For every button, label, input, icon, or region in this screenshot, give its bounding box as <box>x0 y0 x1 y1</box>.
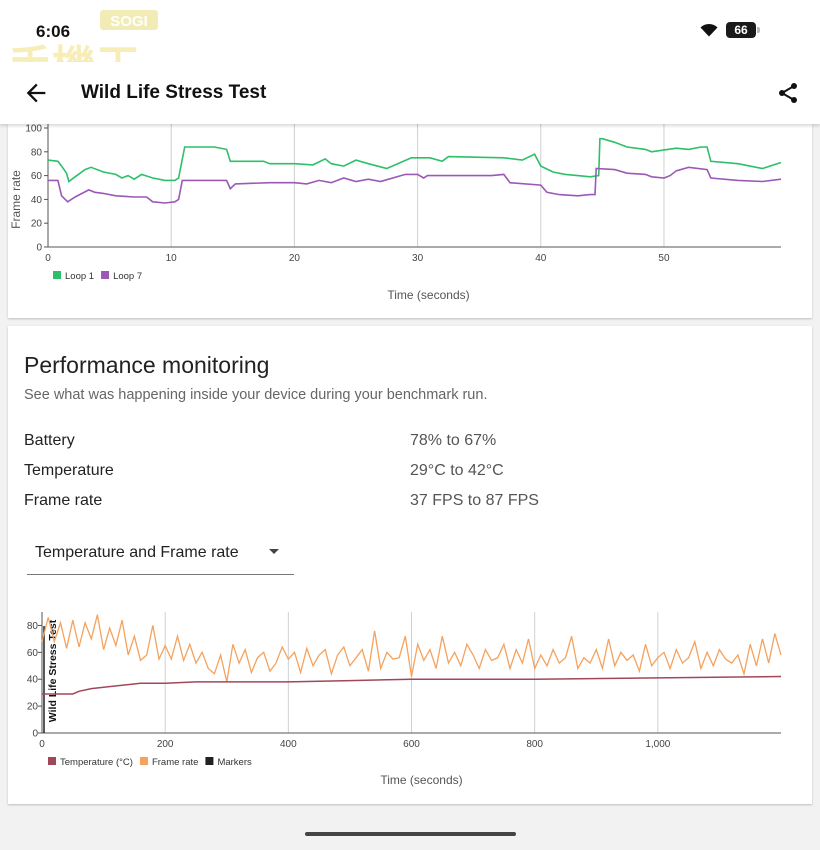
back-arrow-icon[interactable] <box>22 79 50 107</box>
y-tick-label: 40 <box>31 195 43 206</box>
x-tick-label: 10 <box>166 253 178 264</box>
frame-rate-chart-card: 0 10 20 30 40 50 100 80 60 40 20 0 Frame rate Time (s… <box>8 124 812 318</box>
y-tick-label: 60 <box>31 171 43 182</box>
y-tick-label: 0 <box>36 243 42 254</box>
legend-swatch <box>101 271 110 279</box>
status-time: 6:06 <box>36 22 71 41</box>
svg-text:SOGI: SOGI <box>110 13 148 30</box>
x-axis-title: Time (seconds) <box>387 288 469 302</box>
series-line-loop-7 <box>48 166 782 204</box>
share-icon[interactable] <box>776 81 800 105</box>
performance-monitoring-card: Performance monitoring See what was happ… <box>8 326 812 804</box>
dropdown-selected-value: Temperature and Frame rate <box>35 544 239 561</box>
status-icons: 66 <box>700 22 760 38</box>
y-tick-label: 0 <box>32 729 38 740</box>
x-tick-label: 600 <box>403 739 420 750</box>
legend-swatch <box>139 757 148 765</box>
stat-value: 29°C to 42°C <box>410 462 504 479</box>
x-tick-label: 0 <box>39 739 45 750</box>
legend-label: Loop 7 <box>113 271 142 282</box>
dropdown-arrow-icon <box>269 549 279 554</box>
legend-label: Temperature (°C) <box>60 757 133 768</box>
section-title: Performance monitoring <box>24 352 270 378</box>
stat-value: 37 FPS to 87 FPS <box>410 492 539 509</box>
stat-label: Battery <box>24 432 75 449</box>
page-title: Wild Life Stress Test <box>81 82 267 103</box>
navigation-handle[interactable] <box>305 832 516 836</box>
y-tick-label: 80 <box>27 621 39 632</box>
series-line-loop-1 <box>47 137 782 183</box>
marker-label: Wild Life Stress Test <box>47 619 59 722</box>
x-tick-label: 200 <box>157 739 174 750</box>
x-tick-label: 400 <box>280 739 297 750</box>
app-bar: Wild Life Stress Test <box>0 62 820 124</box>
legend-label: Markers <box>217 757 252 768</box>
y-tick-label: 20 <box>31 219 43 230</box>
legend-swatch <box>53 271 61 279</box>
x-tick-label: 50 <box>658 253 670 264</box>
x-tick-label: 30 <box>412 253 424 264</box>
x-tick-label: 1,000 <box>645 739 670 750</box>
legend-swatch <box>48 757 56 765</box>
x-tick-label: 0 <box>45 253 51 264</box>
y-tick-label: 100 <box>25 124 42 135</box>
legend-label: Loop 1 <box>65 271 94 282</box>
y-tick-label: 80 <box>31 147 43 158</box>
section-subtitle: See what was happening inside your devic… <box>24 387 488 403</box>
status-bar: SOGI 手機王 6:06 66 <box>0 0 820 90</box>
y-tick-label: 60 <box>27 648 39 659</box>
series-line-frame-rate <box>41 614 782 683</box>
y-tick-label: 20 <box>27 702 39 713</box>
frame-rate-chart: 0 10 20 30 40 50 100 80 60 40 20 0 Frame rate Time (s… <box>9 124 782 302</box>
legend-label: Frame rate <box>152 757 198 768</box>
x-axis-title: Time (seconds) <box>380 773 462 787</box>
y-axis-title: Frame rate <box>9 170 23 229</box>
legend-swatch <box>205 757 214 765</box>
y-tick-label: 40 <box>27 675 39 686</box>
wifi-icon <box>700 23 718 37</box>
battery-icon: 66 <box>726 22 760 38</box>
stat-label: Frame rate <box>24 492 103 509</box>
stat-label: Temperature <box>24 462 114 479</box>
x-tick-label: 40 <box>535 253 547 264</box>
x-tick-label: 20 <box>289 253 301 264</box>
chart-type-dropdown[interactable]: Temperature and Frame rate <box>27 532 294 575</box>
x-tick-label: 800 <box>526 739 543 750</box>
series-line-temperature <box>42 675 782 695</box>
stat-value: 78% to 67% <box>410 432 497 449</box>
